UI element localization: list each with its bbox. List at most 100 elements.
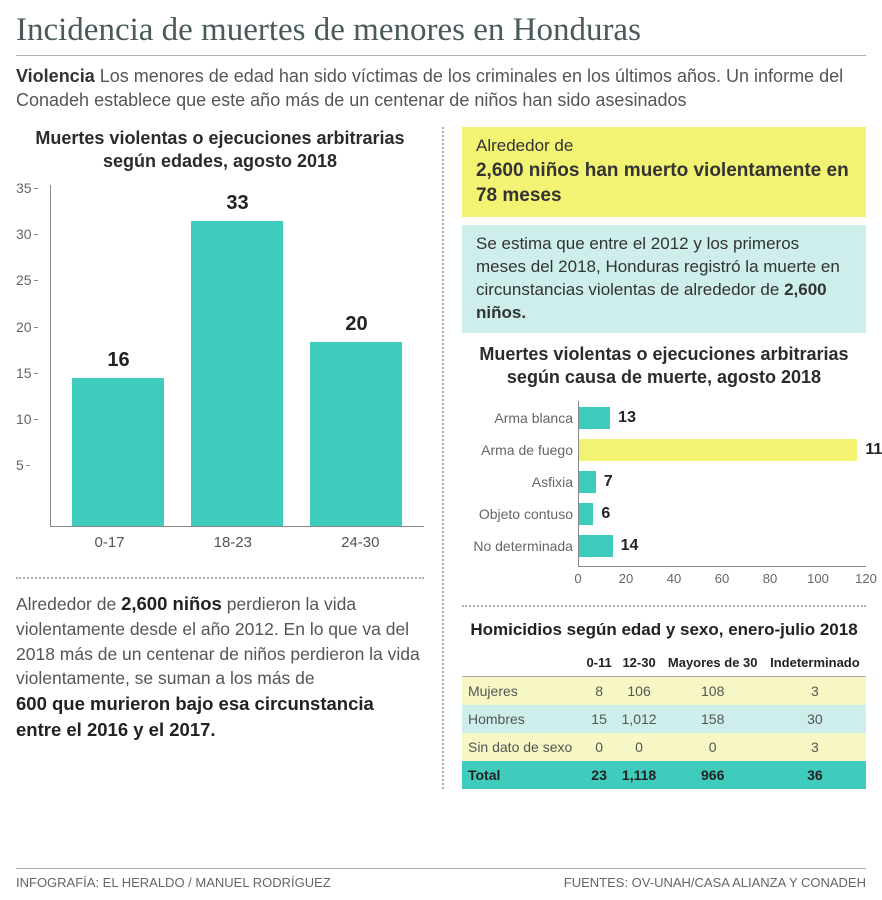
- table-section: Homicidios según edad y sexo, enero-juli…: [462, 605, 866, 789]
- page-title: Incidencia de muertes de menores en Hond…: [16, 12, 866, 56]
- highlight1-line1: Alrededor de: [476, 136, 573, 155]
- hbar-xtick: 40: [667, 571, 681, 586]
- table-header-cell: [462, 649, 582, 677]
- lead-paragraph: Violencia Los menores de edad han sido v…: [16, 64, 866, 113]
- table-cell: 0: [662, 733, 764, 761]
- footer-left: INFOGRAFÍA: EL HERALDO / MANUEL RODRÍGUE…: [16, 875, 331, 890]
- barchart-xlabel: 24-30: [341, 534, 379, 551]
- hbar-category-label: Objeto contuso: [463, 506, 573, 522]
- barchart-yaxis: 5101520253035: [16, 185, 46, 527]
- barchart-value-label: 20: [345, 313, 367, 336]
- hbar-xtick: 100: [807, 571, 829, 586]
- barchart-bar-wrap: 33: [179, 185, 297, 526]
- table-cell: 158: [662, 705, 764, 733]
- barchart-xlabel: 18-23: [214, 534, 252, 551]
- table-cell: 966: [662, 761, 764, 789]
- homicide-table: 0-1112-30Mayores de 30IndeterminadoMujer…: [462, 649, 866, 789]
- barchart: 5101520253035 163320 0-1718-2324-30: [16, 185, 424, 555]
- barchart-xlabel: 0-17: [95, 534, 125, 551]
- right-column: Alrededor de 2,600 niños han muerto viol…: [444, 127, 866, 790]
- hbar-category-label: Arma de fuego: [463, 442, 573, 458]
- barchart-bar-wrap: 20: [298, 185, 416, 526]
- barchart-ytick: 30: [16, 226, 32, 242]
- barchart-ytick: 15: [16, 365, 32, 381]
- table-row-label: Hombres: [462, 705, 582, 733]
- table-row-label: Total: [462, 761, 582, 789]
- table-header-cell: 12-30: [617, 649, 662, 677]
- hbar-bar: [579, 503, 593, 525]
- table-row: Mujeres81061083: [462, 677, 866, 706]
- table-row: Hombres151,01215830: [462, 705, 866, 733]
- lead-rest: Los menores de edad han sido víctimas de…: [16, 66, 843, 110]
- hbar-xtick: 0: [574, 571, 581, 586]
- barchart-bar-wrap: 16: [60, 185, 178, 526]
- hbar-value-label: 116: [865, 441, 882, 459]
- table-cell: 3: [764, 677, 866, 706]
- barchart-value-label: 16: [107, 349, 129, 372]
- hbar-bar: [579, 407, 610, 429]
- barchart-title: Muertes violentas o ejecuciones arbitrar…: [16, 127, 424, 174]
- hbar-row: Objeto contuso6: [579, 503, 610, 525]
- table-cell: 30: [764, 705, 866, 733]
- barchart-ytick: 35: [16, 180, 32, 196]
- hbar-value-label: 13: [618, 409, 636, 427]
- hbar-bar: [579, 471, 596, 493]
- barchart-bar: [191, 221, 283, 526]
- table-cell: 106: [617, 677, 662, 706]
- table-row: Total231,11896636: [462, 761, 866, 789]
- hbar-xtick: 20: [619, 571, 633, 586]
- hbar-xtick: 80: [763, 571, 777, 586]
- highlight-box-1: Alrededor de 2,600 niños han muerto viol…: [462, 127, 866, 217]
- table-cell: 0: [582, 733, 617, 761]
- barchart-xlabels: 0-17 18-23 24-30: [50, 529, 424, 555]
- hbar-xtick: 120: [855, 571, 877, 586]
- table-title: Homicidios según edad y sexo, enero-juli…: [462, 619, 866, 641]
- table-cell: 3: [764, 733, 866, 761]
- hbar-row: Arma blanca13: [579, 407, 636, 429]
- barchart-ytick: 10: [16, 411, 32, 427]
- hbar-row: No determinada14: [579, 535, 638, 557]
- hbar-value-label: 14: [621, 537, 639, 555]
- footer: INFOGRAFÍA: EL HERALDO / MANUEL RODRÍGUE…: [16, 868, 866, 890]
- table-cell: 1,012: [617, 705, 662, 733]
- hbar-bar: [579, 439, 857, 461]
- highlight-box-2: Se estima que entre el 2012 y los primer…: [462, 225, 866, 333]
- hbar-bar: [579, 535, 613, 557]
- left-text-p1b: 2,600 niños: [121, 593, 222, 614]
- table-cell: 23: [582, 761, 617, 789]
- left-text-p2: 600 que murieron bajo esa circunstancia …: [16, 693, 374, 740]
- table-cell: 8: [582, 677, 617, 706]
- hbarchart: Arma blanca13Arma de fuego116Asfixia7Obj…: [462, 401, 866, 591]
- table-header-cell: Indeterminado: [764, 649, 866, 677]
- table-cell: 15: [582, 705, 617, 733]
- footer-right: FUENTES: OV-UNAH/CASA ALIANZA Y CONADEH: [564, 875, 866, 890]
- hbar-value-label: 7: [604, 473, 613, 491]
- barchart-bars: 16 33 20: [51, 185, 424, 526]
- hbar-category-label: Arma blanca: [463, 410, 573, 426]
- hbar-value-label: 6: [601, 505, 610, 523]
- table-row: Sin dato de sexo0003: [462, 733, 866, 761]
- hbar-xtick: 60: [715, 571, 729, 586]
- barchart-bar: [310, 342, 402, 527]
- lead-bold: Violencia: [16, 66, 95, 86]
- hbar-row: Arma de fuego116: [579, 439, 882, 461]
- hbar-category-label: No determinada: [463, 538, 573, 554]
- barchart-ytick: 5: [16, 457, 24, 473]
- main-columns: Muertes violentas o ejecuciones arbitrar…: [16, 127, 866, 790]
- table-row-label: Mujeres: [462, 677, 582, 706]
- barchart-value-label: 33: [226, 192, 248, 215]
- table-header-cell: Mayores de 30: [662, 649, 764, 677]
- left-text-p1a: Alrededor de: [16, 594, 121, 614]
- table-row-label: Sin dato de sexo: [462, 733, 582, 761]
- left-column: Muertes violentas o ejecuciones arbitrar…: [16, 127, 444, 790]
- table-header-row: 0-1112-30Mayores de 30Indeterminado: [462, 649, 866, 677]
- table-header-cell: 0-11: [582, 649, 617, 677]
- hbarchart-xlabels: 020406080100120: [578, 571, 866, 591]
- hbar-row: Asfixia7: [579, 471, 613, 493]
- table-cell: 0: [617, 733, 662, 761]
- hbarchart-area: Arma blanca13Arma de fuego116Asfixia7Obj…: [578, 401, 866, 567]
- barchart-plot: 16 33 20: [50, 185, 424, 527]
- hbar-category-label: Asfixia: [463, 474, 573, 490]
- table-cell: 1,118: [617, 761, 662, 789]
- table-cell: 36: [764, 761, 866, 789]
